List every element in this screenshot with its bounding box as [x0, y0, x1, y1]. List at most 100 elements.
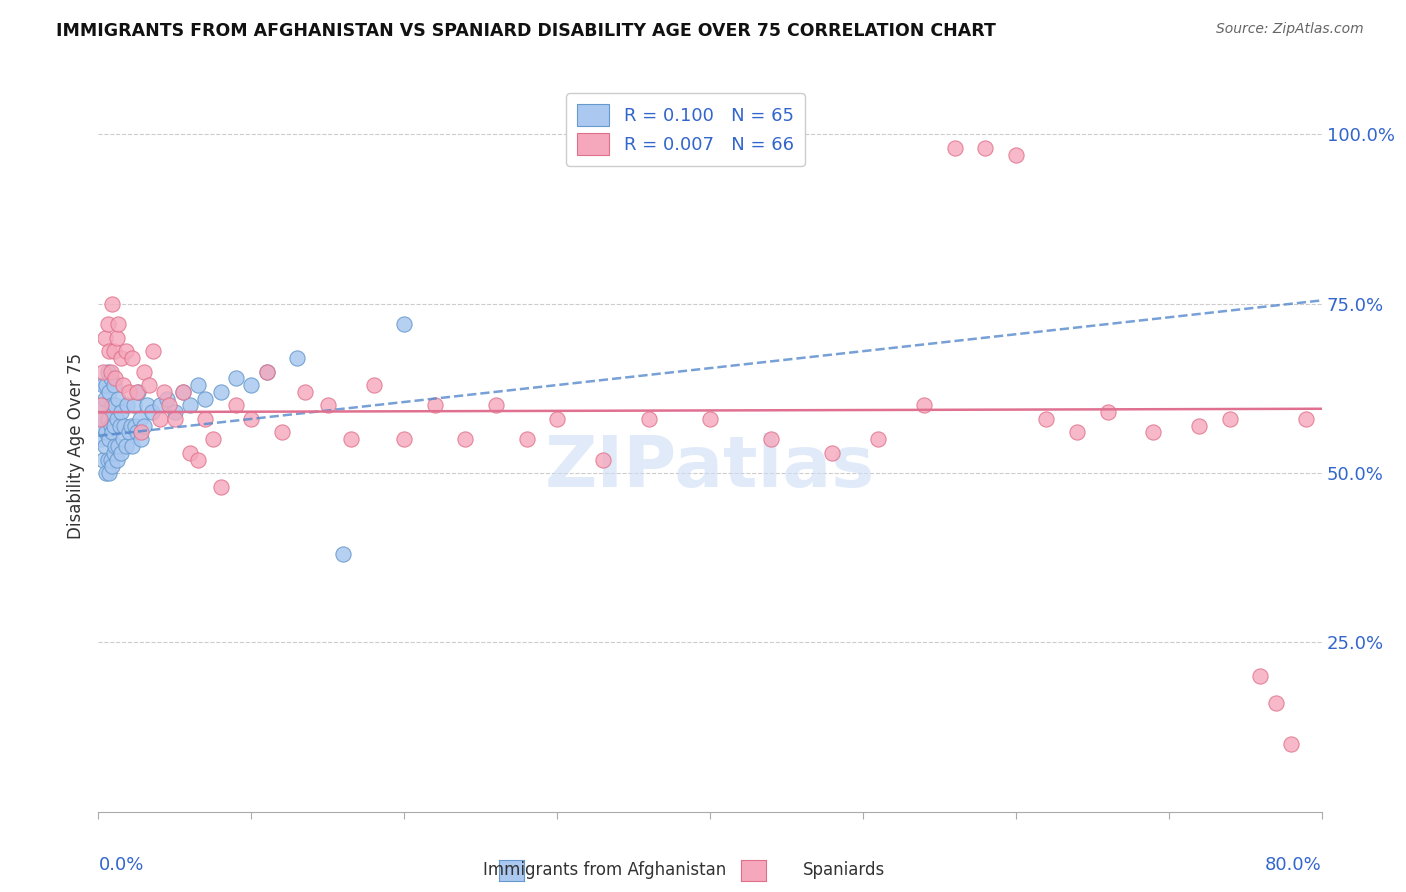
Point: [125, 425, 148, 440]
Point: [943, 141, 966, 155]
Text: Immigrants from Afghanistan: Immigrants from Afghanistan: [482, 861, 727, 879]
Point: [105, 331, 128, 345]
Point: [91, 452, 114, 467]
Point: [1142, 425, 1164, 440]
Point: [93, 439, 115, 453]
Point: [120, 418, 142, 433]
Point: [225, 371, 247, 385]
Point: [101, 425, 124, 440]
Point: [115, 344, 138, 359]
Point: [108, 418, 131, 433]
Point: [127, 384, 149, 399]
Point: [592, 452, 614, 467]
Point: [454, 432, 477, 446]
Point: [225, 398, 247, 412]
Point: [134, 364, 156, 378]
Point: [187, 378, 209, 392]
Text: IMMIGRANTS FROM AFGHANISTAN VS SPANIARD DISABILITY AGE OVER 75 CORRELATION CHART: IMMIGRANTS FROM AFGHANISTAN VS SPANIARD …: [56, 22, 995, 40]
Point: [121, 351, 143, 365]
Point: [134, 418, 156, 433]
Point: [128, 412, 150, 426]
Point: [98, 344, 121, 359]
Point: [98, 432, 121, 446]
Point: [110, 351, 132, 365]
Point: [121, 439, 143, 453]
Point: [202, 432, 225, 446]
Point: [103, 446, 125, 460]
Point: [91, 378, 114, 392]
Point: [101, 297, 124, 311]
Point: [868, 432, 890, 446]
Point: [423, 398, 446, 412]
Point: [187, 452, 209, 467]
Text: 80.0%: 80.0%: [1265, 855, 1322, 873]
Point: [104, 439, 127, 453]
Point: [149, 412, 172, 426]
Point: [179, 398, 201, 412]
Point: [1249, 669, 1271, 683]
Point: [285, 351, 308, 365]
Point: [103, 418, 125, 433]
Point: [240, 378, 263, 392]
Point: [209, 384, 232, 399]
Point: [107, 439, 129, 453]
Point: [104, 371, 127, 385]
Point: [1035, 412, 1057, 426]
Point: [270, 425, 292, 440]
Point: [110, 405, 132, 419]
Point: [339, 432, 361, 446]
Point: [1188, 418, 1211, 433]
Point: [172, 384, 194, 399]
Point: [94, 378, 117, 392]
Point: [103, 344, 125, 359]
Point: [97, 364, 120, 378]
Point: [1097, 405, 1119, 419]
Point: [912, 398, 935, 412]
Point: [637, 412, 661, 426]
Point: [1219, 412, 1241, 426]
Point: [115, 439, 138, 453]
Point: [101, 398, 124, 412]
Point: [256, 364, 278, 378]
Point: [392, 432, 416, 446]
Point: [1295, 412, 1317, 426]
Point: [93, 331, 115, 345]
Point: [97, 412, 120, 426]
Point: [94, 466, 117, 480]
Point: [107, 392, 129, 406]
Point: [294, 384, 316, 399]
Point: [153, 384, 176, 399]
Point: [974, 141, 997, 155]
Point: [759, 432, 782, 446]
Point: [1004, 148, 1026, 162]
Point: [163, 405, 186, 419]
Point: [316, 398, 339, 412]
Point: [516, 432, 538, 446]
Point: [157, 398, 180, 412]
Point: [90, 398, 112, 412]
Point: [105, 412, 128, 426]
Text: Source: ZipAtlas.com: Source: ZipAtlas.com: [1216, 22, 1364, 37]
Point: [332, 547, 354, 561]
Point: [699, 412, 721, 426]
Point: [104, 398, 127, 412]
Point: [105, 452, 128, 467]
Text: ZIPatlas: ZIPatlas: [546, 434, 875, 502]
Point: [485, 398, 508, 412]
Point: [111, 432, 134, 446]
Y-axis label: Disability Age Over 75: Disability Age Over 75: [67, 353, 86, 539]
Point: [122, 398, 145, 412]
Point: [110, 446, 132, 460]
Point: [129, 432, 152, 446]
Point: [1066, 425, 1088, 440]
Point: [91, 364, 114, 378]
Point: [124, 418, 146, 433]
Point: [240, 412, 263, 426]
Point: [90, 398, 112, 412]
Point: [141, 405, 163, 419]
Point: [138, 378, 160, 392]
Point: [89, 432, 111, 446]
Point: [256, 364, 278, 378]
Point: [156, 392, 179, 406]
Point: [136, 398, 159, 412]
